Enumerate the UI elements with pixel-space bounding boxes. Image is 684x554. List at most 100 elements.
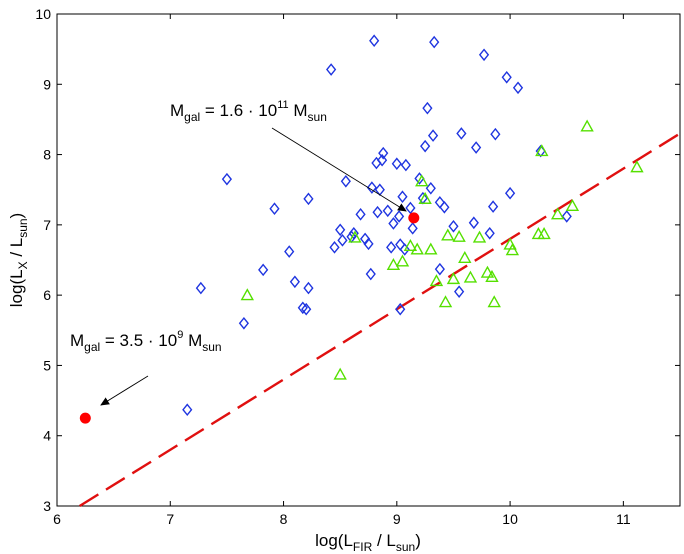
diamond-point bbox=[454, 285, 465, 298]
annotation-high-sup: 11 bbox=[277, 99, 288, 111]
y-tick-label: 6 bbox=[43, 287, 51, 303]
highlighted-points bbox=[79, 212, 420, 424]
diamond-point bbox=[182, 403, 193, 417]
annotation-arrow-high bbox=[271, 127, 407, 212]
annotation-low-suffix: M bbox=[183, 331, 202, 350]
x-axis-title: log(LFIR / Lsun) bbox=[315, 531, 421, 554]
annotation-low-sub: gal bbox=[84, 340, 100, 354]
diamond-point bbox=[335, 223, 346, 237]
annotation-high-sub: gal bbox=[184, 110, 200, 124]
annotation-high: Mgal = 1.6 · 1011 Msun bbox=[170, 99, 327, 124]
diamond-point bbox=[420, 139, 431, 153]
triangle-point bbox=[630, 160, 644, 173]
diamond-point bbox=[303, 281, 314, 295]
y-axis-title-mid: / L bbox=[7, 238, 26, 262]
x-tick-label: 10 bbox=[502, 511, 518, 527]
diamond-point bbox=[289, 275, 300, 289]
diamond-point bbox=[382, 204, 393, 218]
diamond-point bbox=[372, 205, 383, 219]
y-tick-labels: 3 4 5 6 7 8 9 10 bbox=[35, 6, 51, 514]
y-axis-title: log(LX / Lsun) bbox=[7, 213, 30, 307]
diamond-point bbox=[397, 190, 408, 204]
triangle-point bbox=[458, 250, 472, 263]
diamond-point bbox=[378, 146, 389, 160]
triangle-point bbox=[485, 269, 499, 282]
annotation-low-prefix: M bbox=[70, 331, 84, 350]
x-tick-label: 7 bbox=[166, 511, 174, 527]
x-tick-label: 11 bbox=[616, 511, 631, 527]
triangle-point bbox=[463, 270, 478, 283]
diamond-series bbox=[182, 34, 572, 417]
diamond-point bbox=[221, 172, 233, 186]
annotation-high-suffix: M bbox=[289, 101, 308, 120]
diamond-point bbox=[303, 192, 314, 206]
triangle-point bbox=[580, 119, 594, 132]
triangle-point bbox=[410, 242, 424, 255]
x-axis-title-mid: / L bbox=[372, 531, 396, 550]
diamond-point bbox=[355, 208, 366, 221]
diamond-point bbox=[429, 35, 440, 49]
triangle-point bbox=[429, 274, 444, 287]
highlighted-point bbox=[408, 212, 420, 224]
triangle-point bbox=[441, 228, 455, 241]
diamond-point bbox=[391, 157, 402, 171]
diamond-point bbox=[471, 141, 482, 154]
annotation-low: Mgal = 3.5 · 109 Msun bbox=[70, 329, 222, 354]
triangle-point bbox=[446, 272, 461, 285]
diamond-point bbox=[501, 70, 512, 84]
diamond-point bbox=[439, 200, 450, 214]
diamond-point bbox=[340, 174, 351, 188]
y-tick-label: 10 bbox=[35, 6, 51, 22]
dashed-fit-line bbox=[79, 132, 681, 508]
triangle-point bbox=[438, 295, 453, 308]
x-axis-title-sub: FIR bbox=[353, 540, 373, 554]
y-axis-title-sub2: sun bbox=[16, 218, 30, 237]
diamond-point bbox=[388, 217, 399, 230]
diamond-point bbox=[488, 200, 499, 213]
diamond-point bbox=[504, 186, 516, 200]
diamond-point bbox=[484, 226, 495, 240]
diamond-point bbox=[405, 201, 416, 215]
triangle-point bbox=[487, 295, 501, 308]
x-tick-label: 6 bbox=[53, 511, 61, 527]
diamond-point bbox=[258, 263, 269, 277]
triangle-point bbox=[472, 230, 487, 243]
diamond-point bbox=[366, 181, 377, 194]
diamond-point bbox=[407, 222, 418, 235]
triangle-point bbox=[418, 191, 432, 204]
y-tick-label: 7 bbox=[43, 217, 51, 233]
diamond-point bbox=[369, 34, 380, 48]
annotation-low-middle: = 3.5 · 10 bbox=[100, 331, 177, 350]
triangle-point bbox=[535, 144, 549, 157]
y-tick-label: 9 bbox=[43, 76, 51, 92]
diamond-point bbox=[238, 316, 249, 330]
annotation-arrow-low bbox=[100, 375, 149, 406]
diamond-point bbox=[448, 219, 459, 233]
y-tick-label: 8 bbox=[43, 147, 51, 163]
triangle-point bbox=[386, 257, 401, 271]
diamond-point bbox=[376, 153, 388, 167]
diamond-point bbox=[400, 158, 411, 172]
highlighted-point bbox=[79, 412, 91, 424]
diamond-point bbox=[297, 301, 308, 315]
x-axis-title-base: log(L bbox=[315, 531, 353, 550]
diamond-point bbox=[427, 129, 439, 142]
diamond-point bbox=[434, 262, 445, 276]
triangle-point bbox=[550, 207, 565, 220]
triangle-point bbox=[424, 242, 438, 255]
triangle-series bbox=[240, 119, 644, 380]
diamond-point bbox=[363, 237, 374, 251]
diamond-point bbox=[422, 101, 433, 115]
x-tick-labels: 6 7 8 9 10 11 bbox=[53, 511, 631, 527]
annotation-high-prefix: M bbox=[170, 101, 184, 120]
x-axis-title-end: ) bbox=[415, 531, 421, 550]
triangle-point bbox=[480, 265, 495, 278]
plot-area bbox=[56, 13, 681, 507]
y-tick-label: 3 bbox=[43, 498, 51, 514]
y-tick-label: 5 bbox=[43, 357, 51, 373]
y-axis-title-sub: X bbox=[16, 261, 30, 269]
diamond-point bbox=[478, 48, 490, 62]
diamond-point bbox=[490, 127, 501, 141]
diamond-point bbox=[512, 81, 524, 95]
